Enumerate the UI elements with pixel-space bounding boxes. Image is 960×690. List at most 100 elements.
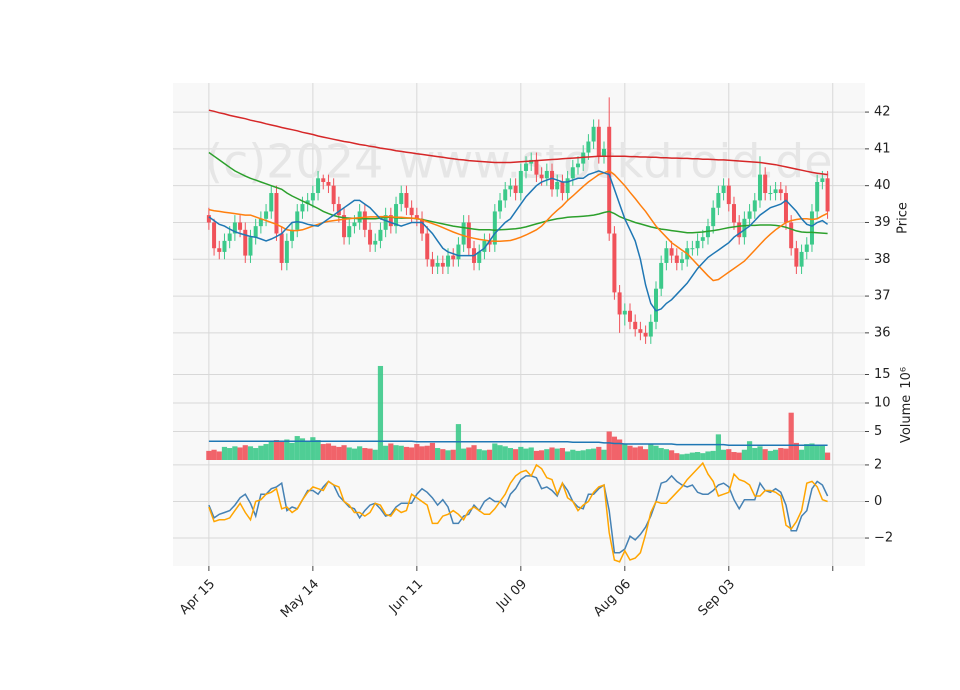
candle-body: [352, 222, 357, 227]
candle-body: [316, 178, 321, 194]
candle-body: [560, 181, 565, 194]
volume-bar: [502, 446, 508, 460]
candle-body: [284, 240, 289, 263]
candle-body: [653, 288, 658, 322]
volume-bar: [398, 445, 404, 460]
volume-bar: [414, 444, 420, 460]
candle-body: [809, 211, 814, 245]
candle-body: [227, 233, 232, 241]
candle-body: [451, 255, 456, 260]
volume-bar: [279, 441, 285, 460]
volume-bar: [793, 442, 799, 460]
volume-bar: [476, 449, 482, 460]
candle-body: [742, 218, 747, 238]
volume-bar: [435, 448, 441, 460]
candle-body: [378, 229, 383, 241]
y-tick-label: −2: [874, 531, 893, 546]
candle-body: [518, 170, 523, 194]
volume-scale: 10⁶: [899, 367, 914, 389]
candle-body: [388, 215, 393, 227]
candle-body: [789, 222, 794, 249]
candle-body: [321, 178, 326, 182]
volume-bar: [336, 446, 342, 460]
volume-bar: [700, 453, 706, 460]
candle-body: [648, 321, 653, 337]
volume-bar: [762, 449, 768, 460]
candle-body: [576, 163, 581, 168]
candle-body: [747, 211, 752, 219]
volume-bar: [757, 446, 763, 460]
volume-bar: [450, 449, 456, 460]
candle-body: [638, 329, 643, 333]
volume-bar: [341, 445, 347, 460]
volume-bar: [487, 449, 493, 460]
volume-bar: [445, 450, 451, 460]
volume-bar: [798, 449, 805, 460]
volume-bar: [658, 448, 664, 460]
volume-bar: [746, 441, 753, 460]
candle-body: [783, 193, 788, 223]
candle-body: [700, 237, 705, 241]
candle-body: [716, 193, 721, 208]
candle-body: [550, 170, 555, 190]
candle-body: [581, 152, 586, 164]
x-tick-label: Jul 09: [493, 577, 530, 614]
x-tick-label: May 14: [278, 577, 322, 621]
volume-bar: [570, 449, 576, 460]
volume-ma-line: [208, 440, 828, 446]
candle-body: [217, 248, 222, 252]
volume-bar: [752, 448, 758, 460]
candle-body: [778, 189, 783, 194]
volume-bar: [679, 454, 685, 460]
volume-bar: [824, 452, 831, 460]
candle-body: [482, 240, 487, 252]
candle-body: [695, 240, 700, 249]
volume-bar: [206, 450, 212, 460]
y-tick-label: 42: [874, 105, 891, 120]
candle-body: [711, 207, 716, 227]
y-tick-label: 5: [874, 424, 882, 439]
candle-body: [300, 204, 305, 212]
price-axis-label: Price: [896, 202, 911, 234]
candle-body: [238, 222, 243, 230]
candle-body: [612, 233, 617, 293]
candle-body: [820, 178, 825, 182]
volume-bar: [627, 445, 633, 460]
candle-body: [721, 185, 726, 194]
volume-bar: [819, 445, 825, 460]
y-tick-label: 36: [874, 325, 891, 340]
candle-body: [435, 262, 440, 267]
candle-body: [679, 259, 684, 263]
volume-bar: [814, 444, 820, 460]
volume-bar: [741, 449, 747, 460]
volume-bar: [767, 450, 773, 460]
candle-body: [633, 321, 638, 330]
x-tick-label: Aug 06: [591, 577, 634, 620]
volume-bar: [481, 450, 488, 460]
volume-bar: [466, 447, 472, 460]
candle-body: [757, 174, 762, 201]
volume-bar: [242, 445, 248, 460]
volume-bar: [778, 448, 784, 460]
volume-bar: [227, 448, 233, 460]
candle-body: [394, 204, 399, 227]
volume-bar: [294, 436, 300, 460]
candle-body: [258, 218, 263, 227]
volume-bar: [705, 451, 711, 460]
candle-body: [243, 229, 248, 256]
candle-body: [222, 240, 227, 252]
candle-body: [690, 248, 695, 250]
volume-bar: [320, 444, 326, 460]
candle-body: [591, 126, 596, 142]
volume-bar: [617, 439, 623, 460]
indicator-line: [208, 461, 828, 563]
candle-body: [336, 204, 341, 216]
volume-bar: [648, 444, 654, 460]
volume-bar: [471, 445, 477, 460]
candle-body: [815, 181, 820, 212]
price-ma-line: [208, 109, 828, 176]
volume-bar: [809, 443, 815, 460]
volume-bar: [253, 448, 259, 460]
volume-bar: [731, 452, 737, 460]
